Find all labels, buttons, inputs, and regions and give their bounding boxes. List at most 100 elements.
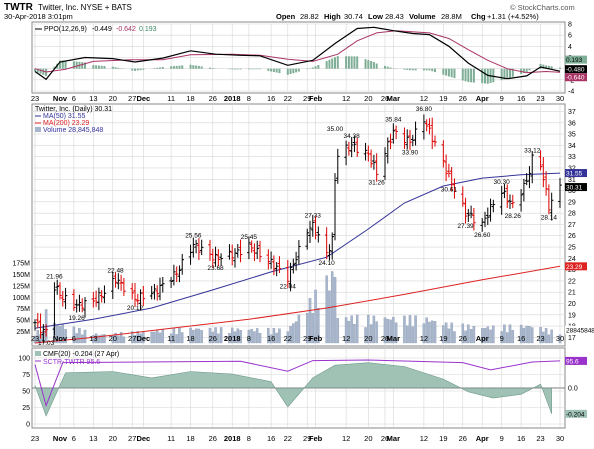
ppo-legend-value: -0.449 — [92, 26, 112, 33]
x-axis-label: Mar — [387, 334, 400, 343]
ppo-histogram-bar — [453, 69, 455, 78]
ppo-histogram-bar — [528, 69, 530, 71]
cmf-legend-swatch — [35, 351, 41, 356]
volume-value: 28.8M — [441, 12, 462, 21]
volume-bar — [117, 336, 119, 343]
volume-tick-label: 150M — [12, 272, 30, 279]
ppo-histogram-bar — [142, 69, 144, 70]
price-annotation-label: 35.00 — [327, 126, 344, 133]
volume-bar — [278, 329, 280, 343]
sctr-legend-text: SCTR-TWTR 95.6 — [43, 359, 100, 366]
ppo-histogram-bar — [451, 69, 453, 78]
volume-bar — [403, 316, 405, 343]
ppo-histogram-bar — [431, 69, 433, 72]
ppo-histogram-bar — [201, 66, 203, 68]
volume-label: Volume — [409, 12, 436, 21]
ppo-histogram-bar — [365, 59, 367, 68]
price-annotation-label: 30.61 — [441, 187, 458, 194]
x-axis-label: 18 — [186, 94, 194, 103]
price-annotation-label: 21.96 — [46, 273, 63, 280]
x-axis-label: 20 — [364, 434, 372, 443]
volume-bar — [356, 315, 358, 343]
ppo-histogram-bar — [190, 65, 192, 69]
x-axis-label: 27 — [128, 334, 136, 343]
volume-bar — [548, 335, 550, 343]
x-axis-label: 26 — [459, 434, 467, 443]
ppo-histogram-bar — [298, 69, 300, 72]
volume-legend: Volume 28,845,848 — [43, 127, 103, 134]
ppo-histogram-bar — [278, 69, 280, 73]
ma200-legend: MA(200) 23.29 — [43, 120, 89, 127]
volume-bar — [353, 324, 355, 343]
ppo-histogram-bar — [173, 66, 175, 69]
x-axis-label: 18 — [186, 334, 194, 343]
x-axis-label: 22 — [284, 334, 292, 343]
ppo-histogram-bar — [492, 69, 494, 83]
ma50-legend: MA(50) 31.55 — [43, 113, 86, 120]
ppo-histogram-bar — [559, 68, 561, 69]
volume-bar — [531, 327, 533, 343]
x-axis-label: 2018 — [224, 434, 241, 443]
ppo-histogram-bar — [92, 65, 94, 69]
x-axis-label: Apr — [476, 334, 489, 343]
volume-bar — [414, 316, 416, 343]
volume-bar — [151, 332, 153, 343]
ppo-histogram-bar — [445, 69, 447, 76]
ppo-histogram-bar — [467, 69, 469, 82]
volume-bar — [409, 315, 411, 343]
x-axis-label: 8 — [247, 434, 251, 443]
volume-legend-swatch — [35, 127, 41, 132]
x-axis-label: 9 — [500, 94, 504, 103]
x-axis-label: 18 — [186, 434, 194, 443]
x-axis-label: Apr — [476, 94, 489, 103]
ppo-histogram-bar — [509, 69, 511, 78]
x-axis-label: Dec — [136, 94, 150, 103]
x-axis-label: 12 — [342, 334, 350, 343]
volume-bar — [376, 322, 378, 343]
volume-bar — [176, 334, 178, 343]
x-axis-label: 8 — [247, 334, 251, 343]
volume-bar — [337, 318, 339, 343]
volume-bar — [334, 277, 336, 343]
low-label: Low — [368, 12, 383, 21]
ppo-signal-line — [35, 31, 560, 73]
x-axis-label: Apr — [476, 434, 489, 443]
volume-tick-label: 50M — [16, 318, 30, 325]
volume-bar — [220, 327, 222, 343]
x-axis-label: 23 — [31, 334, 39, 343]
ppo-histogram-bar — [178, 66, 180, 69]
ppo-histogram-bar — [403, 69, 405, 70]
ppo-legend-name: PPO(12,26,9) — [44, 26, 87, 33]
volume-bar — [489, 330, 491, 343]
ppo-histogram-bar — [312, 68, 314, 69]
ppo-histogram-bar — [526, 69, 528, 72]
ppo-histogram-bar — [248, 69, 250, 70]
x-axis-label: Feb — [309, 334, 323, 343]
price-annotation-label: 19.26 — [69, 315, 86, 322]
ppo-histogram-bar — [423, 69, 425, 71]
volume-bar — [78, 328, 80, 343]
x-axis-label: 27 — [128, 434, 136, 443]
price-tick-label: 27 — [568, 222, 576, 229]
x-axis-label: Feb — [309, 94, 323, 103]
volume-bar — [123, 337, 125, 343]
volume-bar — [328, 291, 330, 343]
x-axis-label: Mar — [387, 434, 400, 443]
ppo-histogram-bar — [373, 62, 375, 69]
price-annotation-label: 33.12 — [524, 147, 541, 154]
volume-bar — [298, 315, 300, 343]
volume-bar — [473, 326, 475, 343]
volume-bar — [201, 330, 203, 343]
ppo-histogram-bar — [412, 69, 414, 71]
ppo-histogram-bar — [315, 66, 317, 68]
volume-bar — [451, 323, 453, 343]
price-annotation-label: 20.12 — [127, 305, 144, 312]
ppo-histogram-bar — [415, 69, 417, 71]
volume-bar — [467, 325, 469, 343]
price-annotation-label: 30.30 — [494, 179, 511, 186]
ppo-histogram-bar — [237, 69, 239, 70]
x-axis-label: 13 — [89, 94, 97, 103]
sctr-value-tag: 95.6 — [566, 358, 579, 365]
x-axis-label: 12 — [342, 434, 350, 443]
